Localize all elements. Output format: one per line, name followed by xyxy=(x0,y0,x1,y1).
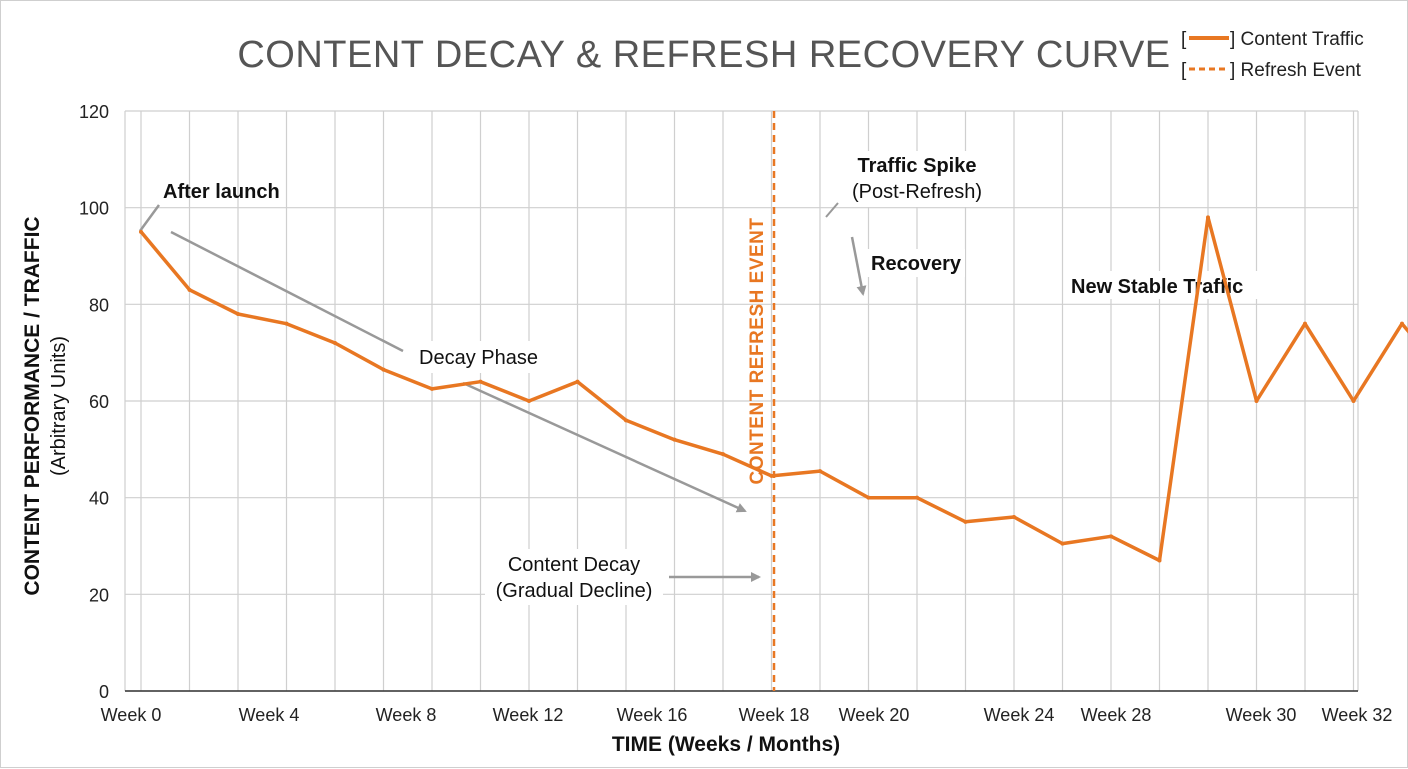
y-axis-sublabel: (Arbitrary Units) xyxy=(48,336,70,476)
x-tick-label: Week 32 xyxy=(1322,705,1393,725)
data-point xyxy=(1012,515,1016,519)
legend: [ ] Content Traffic [ ] Refresh Event xyxy=(1181,29,1364,81)
data-point xyxy=(624,418,628,423)
chart-title: CONTENT DECAY & REFRESH RECOVERY CURVE xyxy=(237,34,1170,76)
data-point xyxy=(1157,558,1162,563)
x-tick-label: Week 20 xyxy=(839,705,910,725)
grid xyxy=(124,110,1359,692)
data-point xyxy=(1303,321,1307,326)
data-point xyxy=(527,399,531,403)
annotation-arrows xyxy=(138,202,867,582)
y-tick-label: 80 xyxy=(89,295,109,315)
x-tick-label: Week 30 xyxy=(1226,705,1297,725)
y-tick-label: 100 xyxy=(79,199,109,219)
data-point xyxy=(915,495,919,500)
data-point xyxy=(333,341,337,345)
x-tick-label: Week 28 xyxy=(1081,705,1152,725)
data-point xyxy=(769,473,774,478)
x-axis-label: TIME (Weeks / Months) xyxy=(612,733,840,756)
data-point xyxy=(1109,534,1113,539)
data-point xyxy=(672,437,677,442)
annotation-decay-phase: Decay Phase xyxy=(419,347,538,369)
annotation-recovery: Recovery xyxy=(871,253,962,275)
data-point xyxy=(1400,321,1404,326)
annotation-new-stable-traffic: New Stable Traffic xyxy=(1071,276,1243,298)
data-point xyxy=(284,321,289,326)
x-tick-label: Week 18 xyxy=(739,705,810,725)
y-axis-label: CONTENT PERFORMANCE / TRAFFIC xyxy=(21,216,44,595)
x-tick-label: Week 12 xyxy=(493,705,564,725)
x-tick-label: Week 24 xyxy=(984,705,1055,725)
annotation-content-decay: Content Decay xyxy=(508,554,640,576)
data-point xyxy=(1060,541,1065,546)
recovery-arrow xyxy=(850,236,867,296)
y-tick-label: 40 xyxy=(89,489,109,509)
x-tick-label: Week 4 xyxy=(239,705,300,725)
x-tick-label: Week 16 xyxy=(617,705,688,725)
axes: 0 20 40 60 80 100 120 Week 0 Week 4 Week 8 Week 12… xyxy=(79,102,1392,725)
content-decay-backdrop xyxy=(485,549,663,605)
content-traffic-series-line xyxy=(139,215,1408,563)
spike-arrow xyxy=(825,202,839,218)
y-tick-label: 60 xyxy=(89,392,109,412)
data-point xyxy=(866,495,871,500)
decay-arrow-lower xyxy=(462,381,747,513)
data-point xyxy=(1206,215,1210,220)
legend-content-traffic: ] Content Traffic xyxy=(1230,29,1364,50)
content-traffic-points xyxy=(139,215,1404,563)
spike-backdrop xyxy=(846,151,991,207)
annotation-post-refresh: (Post-Refresh) xyxy=(852,181,982,203)
annotation-gradual-decline: (Gradual Decline) xyxy=(496,580,653,602)
legend-dashed-open: [ xyxy=(1181,60,1187,81)
data-point xyxy=(1254,399,1259,403)
decay-arrow-upper xyxy=(170,230,404,353)
y-tick-label: 20 xyxy=(89,585,109,605)
data-point xyxy=(1351,399,1356,403)
refresh-event-label: CONTENT REFRESH EVENT xyxy=(747,217,768,484)
data-point xyxy=(430,386,434,391)
data-point xyxy=(818,469,822,474)
legend-refresh-event: ] Refresh Event xyxy=(1230,60,1362,81)
data-point xyxy=(139,229,143,234)
y-tick-label: 120 xyxy=(79,102,109,122)
annotation-traffic-spike: Traffic Spike xyxy=(858,155,977,177)
legend-solid-open: [ xyxy=(1181,29,1187,50)
data-point xyxy=(575,379,580,384)
data-point xyxy=(381,367,386,372)
data-point xyxy=(187,287,192,292)
data-point xyxy=(236,312,240,316)
data-point xyxy=(478,379,483,384)
data-point xyxy=(721,452,725,457)
decay-phase-backdrop xyxy=(409,341,559,373)
x-tick-label: Week 0 xyxy=(101,705,162,725)
x-tick-label: Week 8 xyxy=(376,705,437,725)
annotation-after-launch: After launch xyxy=(163,181,280,203)
y-tick-label: 0 xyxy=(99,682,109,702)
after-launch-arrow xyxy=(138,204,161,232)
data-point xyxy=(963,519,968,524)
recovery-backdrop xyxy=(867,249,965,277)
